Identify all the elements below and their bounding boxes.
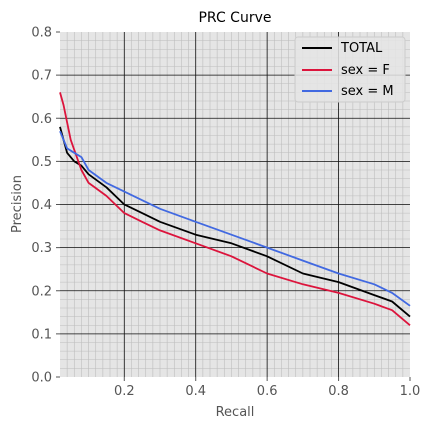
y-tick-label: 0.1 [31,327,52,342]
series-line-sex-f [59,92,411,326]
legend-label-female: sex = F [341,63,390,78]
legend-box [294,36,406,103]
y-tick-label: 0.6 [31,112,52,127]
y-tick-label: 0.8 [31,26,52,41]
x-tick-label: 0.2 [114,384,135,399]
x-axis-ticks: 0.2 0.4 0.6 0.8 1.0 [114,377,420,399]
x-axis-label: Recall [216,405,255,420]
x-tick-label: 0.8 [328,384,349,399]
legend-label-male: sex = M [341,84,394,99]
x-tick-label: 1.0 [400,384,421,399]
series-line-sex-m [59,130,411,307]
legend-label-total: TOTAL [340,41,383,56]
x-tick-label: 0.4 [185,384,206,399]
legend: TOTAL sex = F sex = M [294,36,406,103]
series-layer [59,92,411,326]
x-tick-label: 0.6 [257,384,278,399]
y-tick-label: 0.4 [31,198,52,213]
y-tick-label: 0.0 [31,371,52,386]
y-tick-label: 0.2 [31,284,52,299]
chart-title: PRC Curve [198,10,271,26]
y-tick-label: 0.3 [31,241,52,256]
y-axis-label: Precision [10,175,25,233]
y-tick-label: 0.7 [31,69,52,84]
y-tick-label: 0.5 [31,155,52,170]
y-axis-ticks: 0.0 0.1 0.2 0.3 0.4 0.5 0.6 0.7 0.8 [31,26,60,386]
